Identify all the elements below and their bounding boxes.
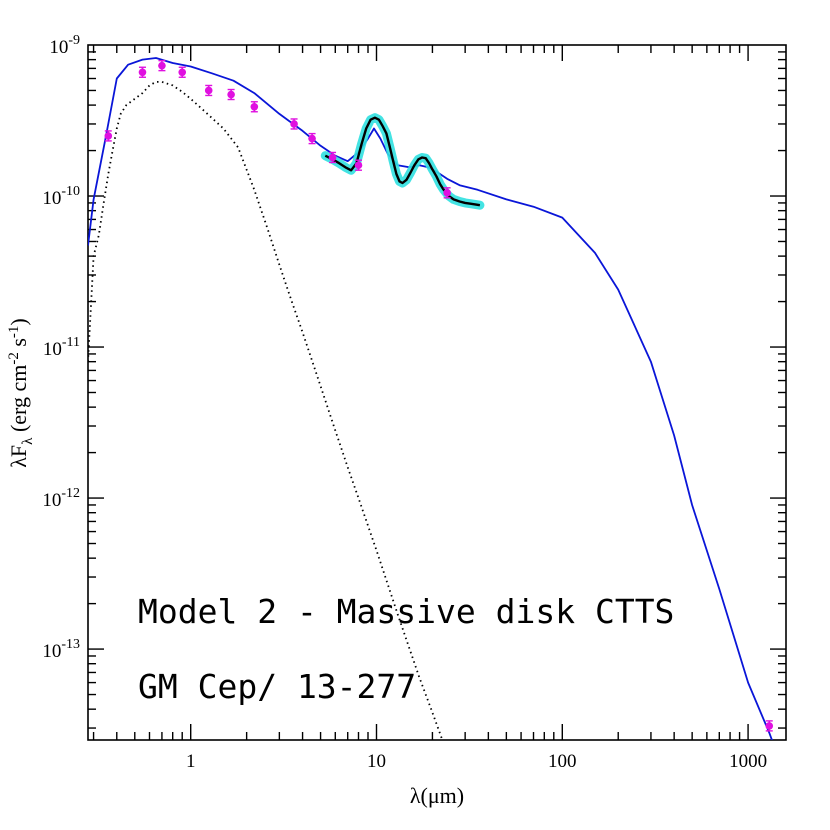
photometry-point xyxy=(328,153,337,162)
axis-ticks xyxy=(88,45,786,740)
y-tick-label: 10-13 xyxy=(42,637,80,662)
photometry-point xyxy=(227,90,235,99)
axis-tick-labels: 1 10 100 1000 10-13 10-12 10-11 10-10 10-9 xyxy=(42,33,767,772)
photometry-point xyxy=(178,68,187,77)
photometry-point xyxy=(158,61,166,70)
y-tick-label: 10-11 xyxy=(43,335,80,360)
photometry-point xyxy=(765,722,774,730)
x-tick-label: 1000 xyxy=(729,751,767,772)
photometry-point xyxy=(354,161,363,169)
photosphere-line xyxy=(88,81,444,740)
photometry-point xyxy=(308,134,316,143)
annotation-model: Model 2 - Massive disk CTTS xyxy=(138,592,674,631)
photometry-point xyxy=(443,189,451,197)
photometry-point xyxy=(204,86,213,95)
y-tick-label: 10-9 xyxy=(49,33,80,58)
plot-content xyxy=(88,57,774,740)
y-tick-label: 10-12 xyxy=(42,486,80,511)
spectrum-line xyxy=(324,116,481,207)
x-axis-title: λ(μm) xyxy=(410,783,464,808)
y-axis-title: λFλ (erg cm-2 s-1) xyxy=(6,318,36,467)
photometry-point xyxy=(290,120,298,128)
photometry-point xyxy=(138,68,147,77)
annotation-object: GM Cep/ 13-277 xyxy=(138,667,416,706)
model-total-line xyxy=(88,57,773,740)
x-tick-label: 1 xyxy=(186,751,196,772)
photometry-point xyxy=(104,132,113,140)
y-tick-label: 10-10 xyxy=(42,184,80,209)
x-tick-label: 10 xyxy=(367,751,386,772)
x-tick-label: 100 xyxy=(548,751,577,772)
plot-frame xyxy=(87,44,787,741)
photometry-point xyxy=(250,102,259,111)
plot-area xyxy=(88,57,774,740)
